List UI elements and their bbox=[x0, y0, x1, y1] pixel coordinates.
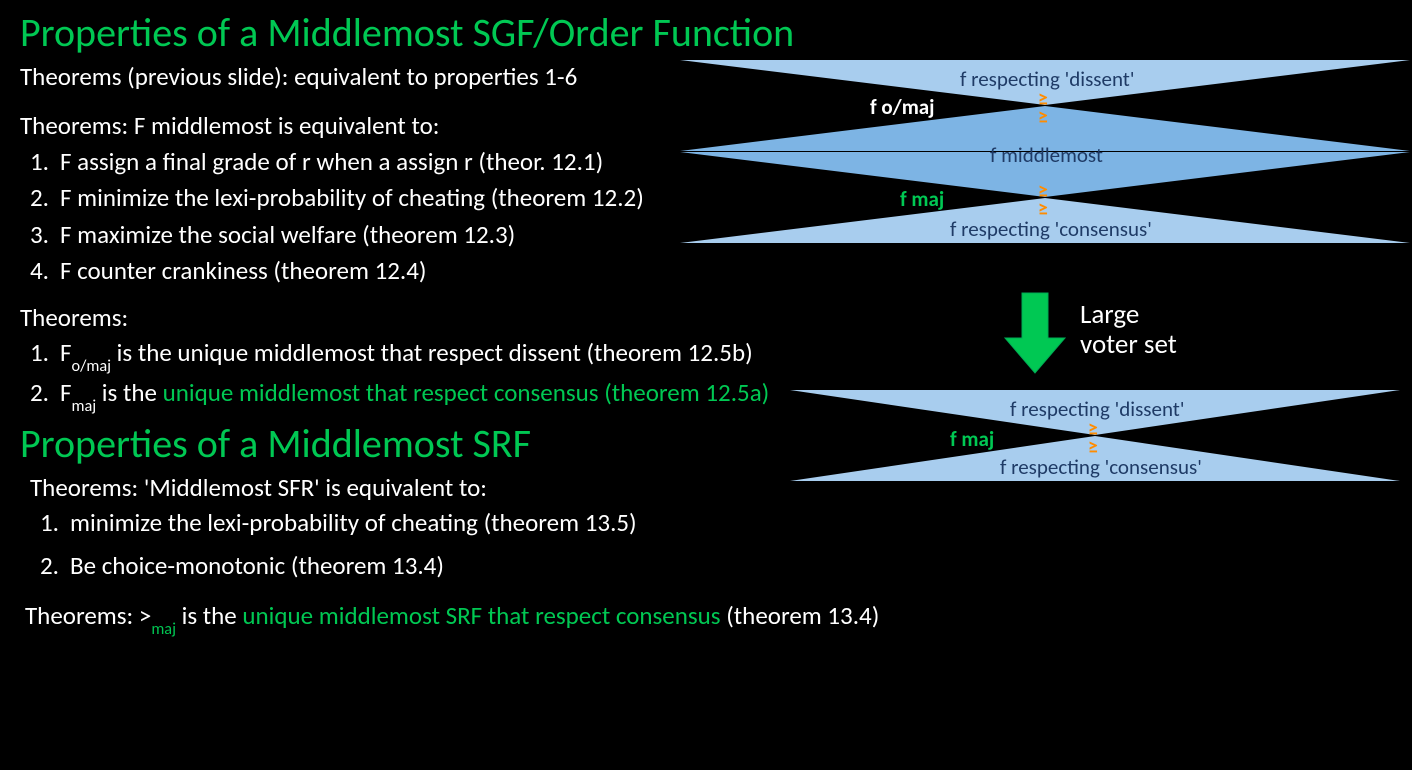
d1-bot-label: f respecting 'consensus' bbox=[950, 216, 1152, 242]
b1-n4: 4. bbox=[20, 255, 60, 288]
b2-t1: Fo/maj is the unique middlemost that res… bbox=[60, 337, 753, 373]
d1-left2: f maj bbox=[900, 186, 944, 212]
b2-t2: Fmaj is the unique middlemost that respe… bbox=[60, 377, 769, 413]
arrow-label: Largevoter set bbox=[1080, 300, 1177, 359]
d2-geq: ≥≥ bbox=[1088, 420, 1098, 456]
b3-t1: minimize the lexi-probability of cheatin… bbox=[70, 507, 637, 540]
b3-n1: 1. bbox=[30, 507, 70, 540]
diagram-2: f respecting 'dissent' f respecting 'con… bbox=[790, 390, 1410, 590]
d1-geq2: ≥≥ bbox=[1038, 182, 1048, 218]
d2-bot-label: f respecting 'consensus' bbox=[1000, 454, 1202, 480]
b1-t2: F minimize the lexi-probability of cheat… bbox=[60, 182, 644, 215]
d1-mid-label: f middlemost bbox=[990, 142, 1103, 168]
d2-left: f maj bbox=[950, 426, 994, 452]
b1-n2: 2. bbox=[20, 182, 60, 215]
b3-n2: 2. bbox=[30, 544, 70, 583]
b3-t2: Be choice-monotonic (theorem 13.4) bbox=[70, 544, 444, 583]
b1-n1: 1. bbox=[20, 146, 60, 179]
b1-t4: F counter crankiness (theorem 12.4) bbox=[60, 255, 426, 288]
final-line: Theorems: >maj is the unique middlemost … bbox=[0, 598, 1412, 638]
b1-t3: F maximize the social welfare (theorem 1… bbox=[60, 219, 515, 252]
b1-n3: 3. bbox=[20, 219, 60, 252]
arrow-down-icon bbox=[1000, 288, 1070, 378]
large-voter-arrow bbox=[1000, 288, 1070, 383]
b2-n2: 2. bbox=[20, 377, 60, 413]
slide-title-1: Properties of a Middlemost SGF/Order Fun… bbox=[0, 0, 1412, 59]
d1-geq1: ≥≥ bbox=[1038, 90, 1048, 126]
d1-left1: f o/maj bbox=[870, 94, 935, 120]
b1-t1: F assign a final grade of r when a assig… bbox=[60, 146, 603, 179]
b2-n1: 1. bbox=[20, 337, 60, 373]
